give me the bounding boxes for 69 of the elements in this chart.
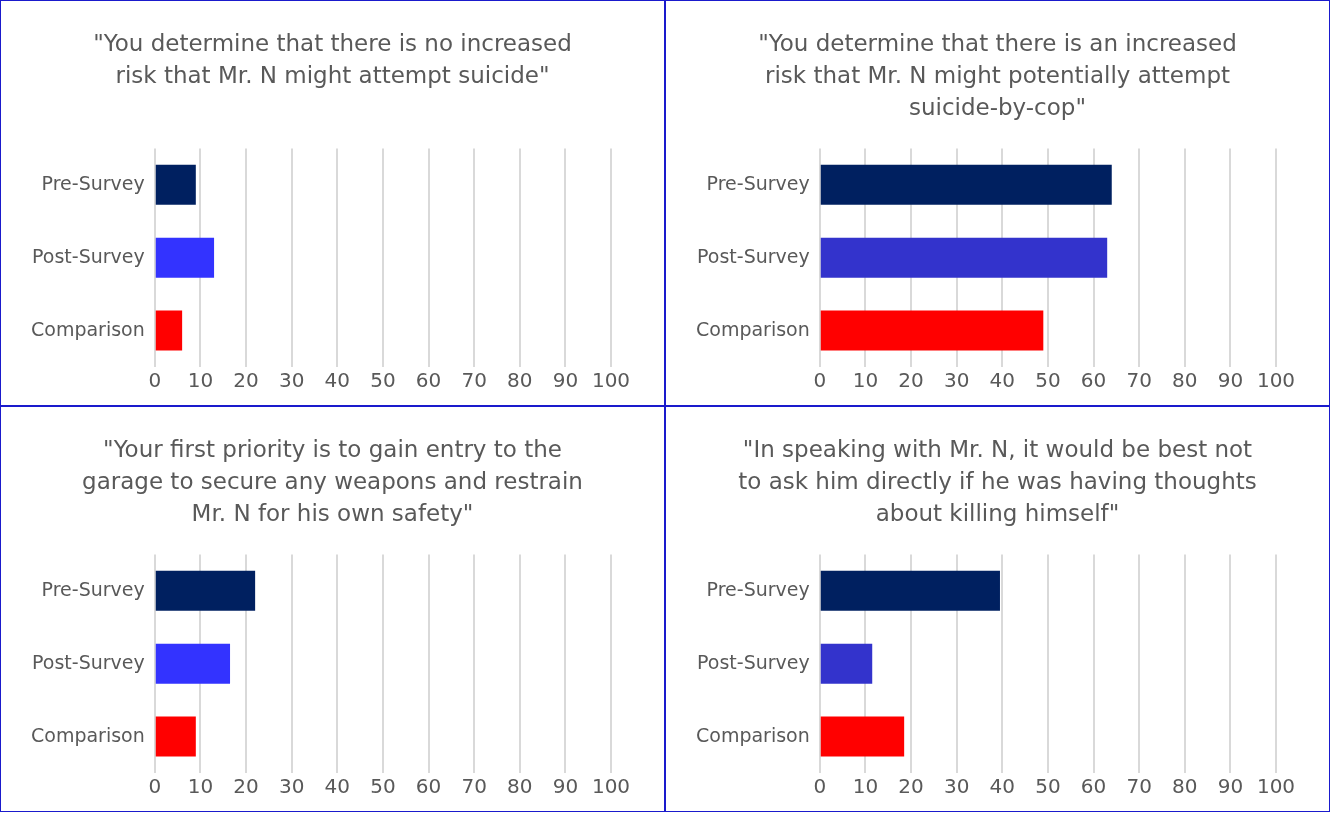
- x-tick-label: 80: [507, 774, 533, 799]
- x-tick-label: 70: [461, 774, 487, 799]
- bar: [820, 310, 1044, 351]
- x-tick-label: 0: [148, 368, 162, 393]
- x-tick-label: 100: [1256, 774, 1296, 799]
- y-tick-label: Pre-Survey: [706, 171, 810, 194]
- x-tick-label: 10: [187, 368, 214, 393]
- x-tick-label: 50: [1035, 368, 1061, 393]
- x-tick-label: 100: [591, 774, 631, 799]
- y-tick-label: Pre-Survey: [41, 577, 145, 600]
- x-tick-label: 30: [943, 774, 970, 799]
- bar: [155, 310, 183, 351]
- y-tick-label: Comparison: [695, 317, 810, 340]
- x-tick-label: 40: [989, 774, 1015, 799]
- x-tick-label: 50: [1035, 774, 1061, 799]
- bar: [820, 237, 1108, 278]
- x-tick-label: 60: [1080, 368, 1107, 393]
- bar: [820, 716, 905, 757]
- x-tick-label: 70: [1126, 774, 1152, 799]
- x-tick-label: 80: [1172, 368, 1198, 393]
- x-tick-label: 30: [943, 368, 970, 393]
- x-tick-label: 30: [278, 368, 305, 393]
- bar: [820, 643, 873, 684]
- y-tick-label: Pre-Survey: [41, 171, 145, 194]
- x-tick-label: 20: [898, 774, 924, 799]
- x-tick-label: 50: [370, 368, 396, 393]
- x-tick-label: 0: [813, 368, 827, 393]
- x-tick-label: 90: [1217, 774, 1244, 799]
- bar: [820, 164, 1112, 205]
- x-tick-label: 100: [591, 368, 631, 393]
- y-tick-label: Post-Survey: [697, 244, 810, 267]
- chart-title: "You determine that there is no increased risk that Mr. N might attempt suicide": [92, 29, 573, 90]
- x-tick-label: 90: [552, 368, 579, 393]
- x-tick-label: 90: [1217, 368, 1244, 393]
- x-tick-label: 80: [1172, 774, 1198, 799]
- x-tick-label: 40: [324, 368, 350, 393]
- y-tick-label: Post-Survey: [32, 650, 145, 673]
- y-tick-label: Post-Survey: [32, 244, 145, 267]
- x-tick-label: 50: [370, 774, 396, 799]
- x-tick-label: 30: [278, 774, 305, 799]
- y-tick-label: Comparison: [30, 317, 145, 340]
- x-tick-label: 0: [813, 774, 827, 799]
- x-tick-label: 40: [989, 368, 1015, 393]
- y-tick-label: Comparison: [695, 723, 810, 746]
- y-tick-label: Comparison: [30, 723, 145, 746]
- x-tick-label: 20: [233, 368, 259, 393]
- bar: [820, 570, 1000, 611]
- x-tick-label: 90: [552, 774, 579, 799]
- x-tick-label: 60: [1080, 774, 1107, 799]
- x-tick-label: 70: [461, 368, 487, 393]
- chart-title: "You determine that there is an increased risk that Mr. N might potentially attempt suicide-by-cop": [757, 29, 1238, 122]
- bar: [155, 237, 215, 278]
- bar: [155, 164, 196, 205]
- x-tick-label: 80: [507, 368, 533, 393]
- x-tick-label: 60: [415, 368, 442, 393]
- chart-title: "Your first priority is to gain entry to the garage to secure any weapons and restrain Mr. N for his own safety": [81, 435, 584, 528]
- x-tick-label: 0: [148, 774, 162, 799]
- x-tick-label: 20: [233, 774, 259, 799]
- x-tick-label: 70: [1126, 368, 1152, 393]
- x-tick-label: 10: [852, 368, 879, 393]
- y-tick-label: Post-Survey: [697, 650, 810, 673]
- x-tick-label: 40: [324, 774, 350, 799]
- x-tick-label: 10: [852, 774, 879, 799]
- chart-title: "In speaking with Mr. N, it would be best not to ask him directly if he was having thoughts about killing himself": [737, 435, 1258, 528]
- y-tick-label: Pre-Survey: [706, 577, 810, 600]
- x-tick-label: 60: [415, 774, 442, 799]
- x-tick-label: 100: [1256, 368, 1296, 393]
- x-tick-label: 20: [898, 368, 924, 393]
- x-tick-label: 10: [187, 774, 214, 799]
